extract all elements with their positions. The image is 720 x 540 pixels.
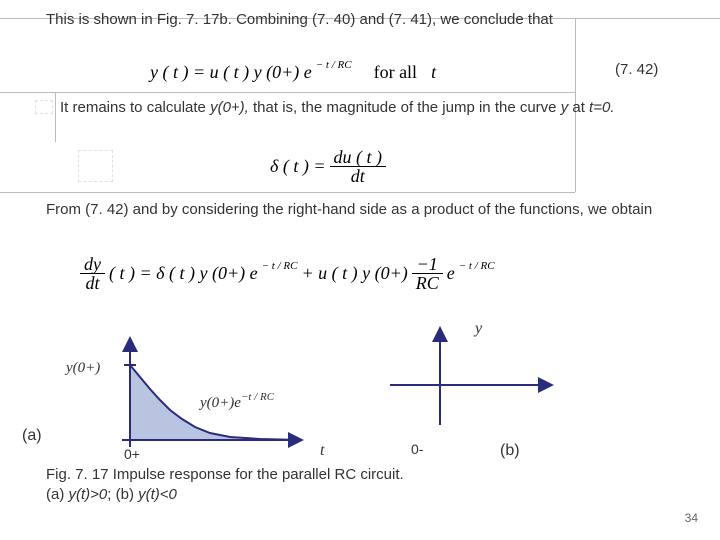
guide-line: [55, 92, 56, 142]
text: at: [568, 99, 589, 116]
frac-num: −1: [412, 255, 443, 274]
page-number: 34: [685, 510, 698, 526]
eq-exp: − t / RC: [316, 58, 352, 73]
frac-den: RC: [412, 274, 443, 292]
guide-line: [0, 192, 575, 193]
text: ; (b): [107, 486, 138, 503]
figure-label-b: (b): [500, 440, 520, 462]
text: 0-: [411, 441, 423, 457]
figure-caption: Fig. 7. 17 Impulse response for the para…: [46, 465, 426, 506]
chart-b-zero-minus: 0-: [411, 440, 423, 459]
equation-label-742: (7. 42): [615, 60, 658, 80]
eq-forall: for all: [374, 60, 417, 84]
guide-line: [0, 92, 575, 93]
eq-e: e: [447, 261, 455, 285]
equation-dydt: dy dt ( t ) = δ ( t ) y (0+) e − t / RC +…: [80, 255, 495, 292]
equation-delta: δ ( t ) = du ( t ) dt: [270, 148, 386, 185]
text: y(0+)e: [200, 395, 241, 411]
math-var: y(t)>0: [69, 486, 108, 503]
chart-a-t-label: t: [320, 440, 324, 462]
text: It remains to calculate: [60, 99, 210, 116]
chart-a-y0-label: y(0+): [66, 358, 100, 378]
fraction: −1 RC: [412, 255, 443, 292]
frac-num: dy: [80, 255, 105, 274]
math-var: y(t)<0: [138, 486, 177, 503]
paragraph-from: From (7. 42) and by considering the righ…: [46, 200, 686, 220]
placeholder-box: [78, 150, 113, 182]
text: t: [320, 442, 324, 459]
eq-plus: + u ( t ) y (0+): [301, 261, 407, 285]
math-var: t=0.: [589, 99, 614, 116]
equation-7-42: y ( t ) = u ( t ) y (0+) e − t / RC for a…: [150, 60, 436, 84]
eq-t: t: [431, 60, 436, 84]
frac-den: dt: [330, 167, 387, 185]
text: (b): [500, 442, 520, 459]
frac-num: du ( t ): [330, 148, 387, 167]
text: 0+: [124, 446, 140, 462]
frac-den: dt: [80, 274, 105, 292]
chart-a-zero-plus: 0+: [124, 445, 140, 464]
text: (7. 42): [615, 61, 658, 78]
chart-b: [385, 325, 565, 445]
chart-a-curve-label: y(0+)e−t / RC: [200, 393, 274, 413]
figure-label-a: (a): [22, 425, 42, 447]
paragraph-remains: It remains to calculate y(0+), that is, …: [60, 98, 620, 118]
placeholder-box: [35, 100, 53, 114]
text: y(0+): [66, 360, 100, 376]
text: From (7. 42) and by considering the righ…: [46, 201, 652, 218]
text: 34: [685, 511, 698, 525]
chart-b-y-label: y: [475, 318, 482, 340]
text: −t / RC: [241, 391, 274, 403]
eq-exp: − t / RC: [459, 259, 495, 274]
paragraph-intro: This is shown in Fig. 7. 17b. Combining …: [46, 10, 686, 30]
fraction: du ( t ) dt: [330, 148, 387, 185]
math-var: y(0+),: [210, 99, 249, 116]
text: This is shown in Fig. 7. 17b. Combining …: [46, 11, 553, 28]
text: y: [475, 320, 482, 337]
fraction: dy dt: [80, 255, 105, 292]
eq-lhs: δ ( t ) =: [270, 154, 326, 178]
text: (a): [22, 427, 42, 444]
eq-mid: ( t ) = δ ( t ) y (0+) e: [109, 261, 258, 285]
eq-lhs: y ( t ) = u ( t ) y (0+) e: [150, 60, 312, 84]
text: that is, the magnitude of the jump in th…: [249, 99, 561, 116]
eq-exp: − t / RC: [262, 259, 298, 274]
